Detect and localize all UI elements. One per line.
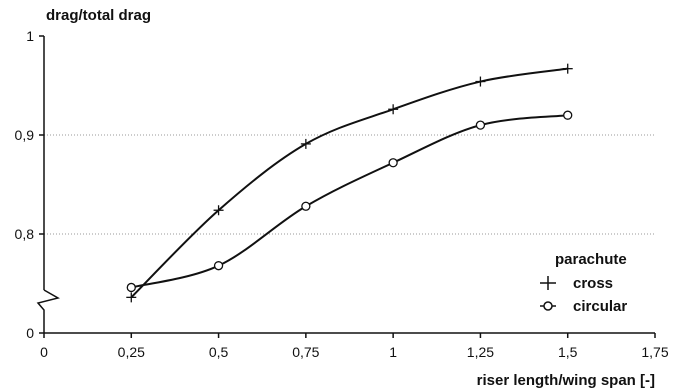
y-tick-label-bottom: 0 (26, 325, 34, 341)
legend-entry-cross: cross (573, 275, 613, 292)
data-point-circular-1 (213, 261, 224, 271)
y-axis-label: drag/total drag (46, 7, 151, 24)
y-axis-break (36, 289, 60, 333)
x-tick-label-3: 0,75 (292, 344, 319, 360)
x-tick-label-2: 0,5 (209, 344, 229, 360)
data-point-cross-1 (213, 205, 224, 216)
legend: parachute cross circular (540, 251, 627, 315)
axes (36, 36, 655, 334)
legend-marker-circle (540, 301, 556, 311)
data-point-cross-4 (475, 76, 486, 87)
data-point-circular-2 (301, 201, 311, 211)
y-ticks: 1 0,9 0,8 0 (15, 28, 44, 341)
data-point-circular-0 (126, 282, 136, 293)
series-group (126, 63, 573, 303)
data-point-circular-4 (475, 120, 486, 130)
x-tick-label-5: 1,25 (467, 344, 494, 360)
x-tick-label-0: 0 (40, 344, 48, 360)
series-line-cross (130, 67, 568, 299)
x-tick-label-7: 1,75 (641, 344, 668, 360)
legend-entry-circular: circular (573, 298, 627, 315)
data-point-cross-3 (388, 104, 399, 115)
series-line-circular (131, 114, 568, 289)
y-tick-label-2: 0,8 (15, 226, 35, 242)
x-axis-label: riser length/wing span [-] (477, 372, 655, 389)
x-tick-label-1: 0,25 (118, 344, 145, 360)
legend-title: parachute (555, 251, 627, 268)
legend-marker-plus (540, 276, 556, 290)
data-point-cross-2 (300, 138, 311, 149)
data-point-cross-0 (126, 292, 137, 303)
data-point-circular-5 (563, 110, 573, 120)
x-tick-label-6: 1,5 (558, 344, 578, 360)
y-tick-label-0: 1 (26, 28, 34, 44)
grid-lines (44, 134, 655, 235)
x-tick-label-4: 1 (389, 344, 397, 360)
x-ticks: 0 0,25 0,5 0,75 1 1,25 1,5 1,75 (40, 333, 669, 360)
data-point-cross-5 (562, 63, 573, 74)
data-point-circular-3 (388, 158, 398, 168)
y-tick-label-1: 0,9 (15, 127, 35, 143)
